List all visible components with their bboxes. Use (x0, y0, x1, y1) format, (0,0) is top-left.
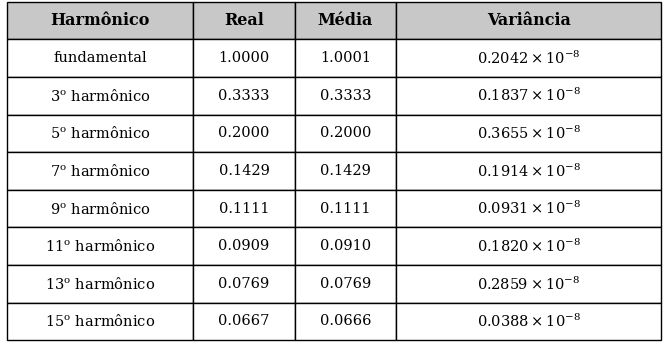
Bar (396, 39, 661, 77)
Text: 11$^{\rm o}$ harmônico: 11$^{\rm o}$ harmônico (45, 238, 155, 254)
Bar (295, 77, 396, 115)
Bar (7, 77, 193, 115)
Text: fundamental: fundamental (53, 51, 147, 65)
Bar (193, 190, 295, 227)
Text: 0.1111: 0.1111 (218, 202, 269, 215)
Bar (7, 2, 193, 39)
Text: Harmônico: Harmônico (50, 12, 150, 29)
Text: 0.0666: 0.0666 (320, 315, 371, 328)
Text: 0.0910: 0.0910 (320, 239, 371, 253)
Text: $0.1914 \times 10^{-8}$: $0.1914 \times 10^{-8}$ (477, 162, 580, 180)
Bar (7, 39, 193, 77)
Text: 0.1429: 0.1429 (218, 164, 269, 178)
Text: $0.0388 \times 10^{-8}$: $0.0388 \times 10^{-8}$ (477, 313, 580, 330)
Bar (295, 39, 396, 77)
Bar (193, 265, 295, 303)
Bar (295, 152, 396, 190)
Bar (7, 303, 193, 340)
Bar (7, 190, 193, 227)
Text: $0.2859 \times 10^{-8}$: $0.2859 \times 10^{-8}$ (477, 275, 580, 292)
Text: 5$^{\rm o}$ harmônico: 5$^{\rm o}$ harmônico (49, 126, 150, 141)
Text: 0.2000: 0.2000 (218, 127, 270, 140)
Bar (7, 227, 193, 265)
Bar (396, 303, 661, 340)
Bar (396, 265, 661, 303)
Text: $0.3655 \times 10^{-8}$: $0.3655 \times 10^{-8}$ (477, 125, 580, 142)
Text: 0.1429: 0.1429 (320, 164, 371, 178)
Text: 0.0769: 0.0769 (320, 277, 371, 291)
Bar (396, 152, 661, 190)
Text: 0.3333: 0.3333 (320, 89, 371, 103)
Text: 7$^{\rm o}$ harmônico: 7$^{\rm o}$ harmônico (49, 163, 150, 179)
Bar (295, 265, 396, 303)
Text: $0.1837 \times 10^{-8}$: $0.1837 \times 10^{-8}$ (477, 87, 580, 104)
Bar (7, 152, 193, 190)
Bar (396, 227, 661, 265)
Bar (193, 152, 295, 190)
Text: 0.0667: 0.0667 (218, 315, 270, 328)
Text: Média: Média (318, 12, 373, 29)
Text: 0.3333: 0.3333 (218, 89, 270, 103)
Bar (193, 115, 295, 152)
Text: 0.1111: 0.1111 (320, 202, 371, 215)
Bar (193, 227, 295, 265)
Text: Variância: Variância (487, 12, 570, 29)
Bar (396, 2, 661, 39)
Bar (295, 115, 396, 152)
Bar (193, 2, 295, 39)
Text: 3$^{\rm o}$ harmônico: 3$^{\rm o}$ harmônico (49, 88, 150, 104)
Text: 9$^{\rm o}$ harmônico: 9$^{\rm o}$ harmônico (49, 201, 150, 216)
Text: 15$^{\rm o}$ harmônico: 15$^{\rm o}$ harmônico (45, 314, 155, 329)
Bar (7, 115, 193, 152)
Text: 1.0001: 1.0001 (320, 51, 371, 65)
Text: $0.2042 \times 10^{-8}$: $0.2042 \times 10^{-8}$ (477, 50, 580, 67)
Bar (7, 265, 193, 303)
Bar (295, 227, 396, 265)
Bar (193, 303, 295, 340)
Text: Real: Real (224, 12, 264, 29)
Text: 1.0000: 1.0000 (218, 51, 270, 65)
Text: $0.1820 \times 10^{-8}$: $0.1820 \times 10^{-8}$ (477, 238, 580, 255)
Bar (193, 39, 295, 77)
Text: 13$^{\rm o}$ harmônico: 13$^{\rm o}$ harmônico (45, 276, 155, 292)
Bar (295, 2, 396, 39)
Bar (295, 190, 396, 227)
Bar (396, 190, 661, 227)
Bar (193, 77, 295, 115)
Text: 0.0769: 0.0769 (218, 277, 270, 291)
Bar (396, 115, 661, 152)
Bar (396, 77, 661, 115)
Bar (295, 303, 396, 340)
Text: $0.0931 \times 10^{-8}$: $0.0931 \times 10^{-8}$ (477, 200, 580, 217)
Text: 0.0909: 0.0909 (218, 239, 270, 253)
Text: 0.2000: 0.2000 (320, 127, 371, 140)
